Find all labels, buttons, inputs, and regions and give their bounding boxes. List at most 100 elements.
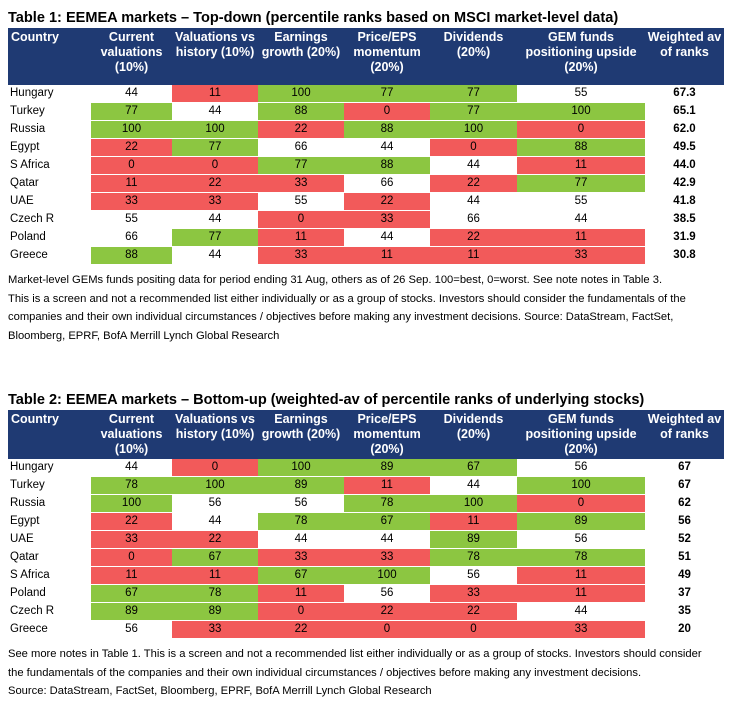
table-row: Turkey 77 44 88 0 77 100 65.1 — [8, 102, 724, 121]
rank-cell: 33 — [517, 246, 645, 265]
country-cell: Greece — [8, 620, 91, 639]
weighted-average-cell: 38.5 — [645, 210, 724, 229]
table1-note-line: This is a screen and not a recommended l… — [8, 292, 686, 305]
rank-cell: 55 — [517, 85, 645, 103]
country-cell: Russia — [8, 494, 91, 513]
table2-header-price-eps-momentum: Price/EPS momentum (20%) — [344, 410, 430, 459]
rank-cell: 55 — [517, 192, 645, 211]
rank-cell: 0 — [91, 548, 172, 567]
rank-cell: 0 — [517, 494, 645, 513]
table1-header-current-valuations: Current valuations (10%) — [91, 28, 172, 85]
rank-cell: 100 — [258, 459, 344, 477]
country-cell: UAE — [8, 192, 91, 211]
table-row: S Africa 0 0 77 88 44 11 44.0 — [8, 156, 724, 175]
rank-cell: 33 — [258, 246, 344, 265]
rank-cell: 78 — [258, 512, 344, 531]
table1-header-price-eps-momentum: Price/EPS momentum (20%) — [344, 28, 430, 85]
weighted-average-cell: 67.3 — [645, 85, 724, 103]
table2-header-gem-funds: GEM funds positioning upside (20%) — [517, 410, 645, 459]
rank-cell: 89 — [430, 530, 517, 549]
weighted-average-cell: 41.8 — [645, 192, 724, 211]
rank-cell: 100 — [517, 102, 645, 121]
weighted-average-cell: 42.9 — [645, 174, 724, 193]
rank-cell: 67 — [91, 584, 172, 603]
rank-cell: 11 — [91, 174, 172, 193]
rank-cell: 66 — [344, 174, 430, 193]
table1-title: Table 1: EEMEA markets – Top-down (perce… — [8, 9, 619, 26]
rank-cell: 0 — [517, 120, 645, 139]
table2-header-valuations-vs-history: Valuations vs history (10%) — [172, 410, 258, 459]
table2-header-weighted-av: Weighted av of ranks — [645, 410, 724, 459]
weighted-average-cell: 67 — [645, 476, 724, 495]
rank-cell: 44 — [91, 459, 172, 477]
weighted-average-cell: 37 — [645, 584, 724, 603]
rank-cell: 78 — [344, 494, 430, 513]
country-cell: Czech R — [8, 210, 91, 229]
table-row: Greece 88 44 33 11 11 33 30.8 — [8, 246, 724, 265]
table-row: Poland 67 78 11 56 33 11 37 — [8, 584, 724, 603]
weighted-average-cell: 49 — [645, 566, 724, 585]
rank-cell: 44 — [344, 228, 430, 247]
country-cell: Hungary — [8, 85, 91, 103]
rank-cell: 33 — [258, 174, 344, 193]
rank-cell: 100 — [91, 494, 172, 513]
rank-cell: 100 — [91, 120, 172, 139]
rank-cell: 89 — [517, 512, 645, 531]
rank-cell: 100 — [172, 476, 258, 495]
table1-header-country: Country — [8, 28, 91, 85]
table1-header-weighted-av: Weighted av of ranks — [645, 28, 724, 85]
country-cell: Egypt — [8, 138, 91, 157]
table2-header-country: Country — [8, 410, 91, 459]
rank-cell: 66 — [91, 228, 172, 247]
rank-cell: 44 — [430, 156, 517, 175]
table1-note-line: companies and their own individual circu… — [8, 311, 674, 323]
rank-cell: 67 — [430, 459, 517, 477]
rank-cell: 88 — [344, 156, 430, 175]
rank-cell: 0 — [172, 156, 258, 175]
weighted-average-cell: 44.0 — [645, 156, 724, 175]
rank-cell: 22 — [430, 228, 517, 247]
rank-cell: 44 — [517, 210, 645, 229]
rank-cell: 22 — [91, 512, 172, 531]
rank-cell: 44 — [344, 530, 430, 549]
weighted-average-cell: 35 — [645, 602, 724, 621]
country-cell: Egypt — [8, 512, 91, 531]
rank-cell: 11 — [344, 476, 430, 495]
rank-cell: 77 — [430, 102, 517, 121]
rank-cell: 56 — [517, 459, 645, 477]
rank-cell: 56 — [344, 584, 430, 603]
rank-cell: 22 — [344, 192, 430, 211]
weighted-average-cell: 67 — [645, 459, 724, 477]
rank-cell: 78 — [91, 476, 172, 495]
table-row: Qatar 0 67 33 33 78 78 51 — [8, 548, 724, 567]
rank-cell: 33 — [91, 192, 172, 211]
table1-header-dividends: Dividends (20%) — [430, 28, 517, 85]
country-cell: UAE — [8, 530, 91, 549]
rank-cell: 56 — [91, 620, 172, 639]
rank-cell: 100 — [517, 476, 645, 495]
rank-cell: 88 — [91, 246, 172, 265]
rank-cell: 56 — [258, 494, 344, 513]
weighted-average-cell: 31.9 — [645, 228, 724, 247]
rank-cell: 22 — [430, 602, 517, 621]
rank-cell: 0 — [430, 138, 517, 157]
country-cell: Hungary — [8, 459, 91, 477]
rank-cell: 11 — [517, 584, 645, 603]
rank-cell: 44 — [344, 138, 430, 157]
table-row: Egypt 22 77 66 44 0 88 49.5 — [8, 138, 724, 157]
rank-cell: 55 — [91, 210, 172, 229]
country-cell: Poland — [8, 584, 91, 603]
table1-section: Table 1: EEMEA markets – Top-down (perce… — [8, 8, 724, 345]
rank-cell: 33 — [172, 192, 258, 211]
rank-cell: 11 — [517, 156, 645, 175]
rank-cell: 0 — [430, 620, 517, 639]
rank-cell: 0 — [91, 156, 172, 175]
table-row: UAE 33 33 55 22 44 55 41.8 — [8, 192, 724, 211]
weighted-average-cell: 30.8 — [645, 246, 724, 265]
rank-cell: 44 — [172, 246, 258, 265]
rank-cell: 44 — [172, 210, 258, 229]
weighted-average-cell: 52 — [645, 530, 724, 549]
country-cell: Poland — [8, 228, 91, 247]
rank-cell: 89 — [172, 602, 258, 621]
